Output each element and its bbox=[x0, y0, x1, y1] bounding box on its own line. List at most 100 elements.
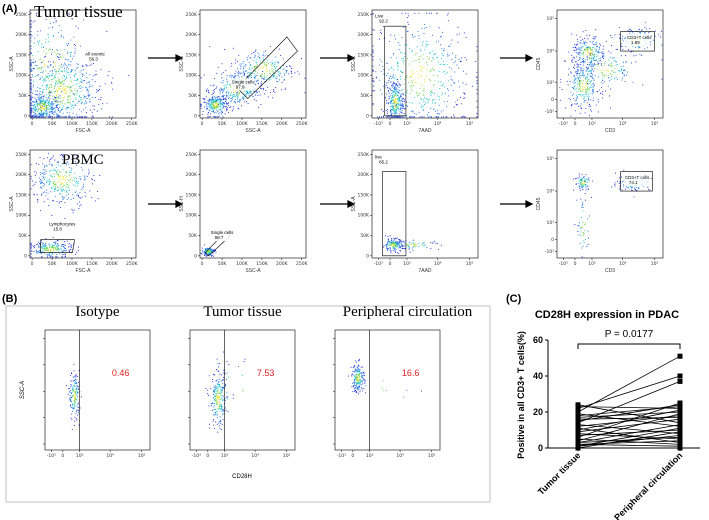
event-dot bbox=[70, 172, 72, 174]
event-dot bbox=[392, 241, 394, 243]
event-dot bbox=[418, 12, 420, 14]
event-dot bbox=[48, 108, 50, 110]
event-dot bbox=[45, 88, 48, 90]
event-dot bbox=[581, 49, 583, 51]
event-dot bbox=[76, 182, 78, 184]
event-dot bbox=[607, 69, 609, 72]
event-dot bbox=[228, 96, 230, 98]
event-dot bbox=[83, 74, 85, 76]
event-dot bbox=[614, 184, 616, 186]
event-dot bbox=[599, 57, 601, 59]
event-dot bbox=[60, 63, 62, 65]
event-dot bbox=[91, 63, 93, 65]
event-dot bbox=[229, 106, 231, 109]
event-dot bbox=[278, 71, 280, 73]
event-dot bbox=[234, 96, 236, 98]
event-dot bbox=[578, 75, 580, 77]
event-dot bbox=[210, 104, 212, 106]
event-dot bbox=[69, 181, 71, 183]
event-dot bbox=[91, 183, 94, 185]
event-dot bbox=[51, 214, 53, 217]
event-dot bbox=[47, 66, 49, 68]
event-dot bbox=[223, 106, 225, 108]
event-dot bbox=[231, 110, 234, 112]
event-dot bbox=[254, 70, 256, 72]
event-dot bbox=[58, 59, 60, 61]
event-dot bbox=[46, 87, 48, 89]
event-dot bbox=[402, 71, 404, 74]
event-dot bbox=[52, 200, 54, 202]
event-dot bbox=[400, 93, 402, 95]
event-dot bbox=[71, 70, 73, 72]
event-dot bbox=[582, 70, 584, 72]
event-dot bbox=[263, 76, 266, 78]
event-dot bbox=[263, 77, 265, 80]
event-dot bbox=[88, 81, 90, 83]
event-dot bbox=[417, 30, 419, 32]
event-dot bbox=[78, 196, 80, 199]
event-dot bbox=[433, 84, 435, 86]
event-dot bbox=[90, 101, 92, 103]
event-dot bbox=[77, 195, 79, 197]
event-dot bbox=[73, 154, 75, 156]
event-dot bbox=[587, 178, 589, 180]
y-tick-label: 0 bbox=[194, 253, 197, 259]
event-dot bbox=[393, 35, 396, 37]
event-dot bbox=[402, 100, 404, 102]
event-dot bbox=[420, 69, 422, 71]
event-dot bbox=[639, 32, 641, 34]
event-dot bbox=[591, 84, 593, 86]
event-dot bbox=[582, 203, 584, 205]
x-tick-label: 100K bbox=[236, 121, 249, 127]
event-dot bbox=[630, 187, 633, 189]
event-dot bbox=[69, 397, 71, 399]
event-dot bbox=[589, 108, 591, 110]
event-dot bbox=[52, 186, 54, 188]
event-dot bbox=[211, 409, 213, 411]
event-dot bbox=[631, 186, 633, 188]
event-dot bbox=[583, 37, 585, 39]
event-dot bbox=[86, 87, 88, 89]
event-dot bbox=[41, 256, 43, 258]
event-dot bbox=[458, 58, 460, 60]
event-dot bbox=[200, 252, 202, 254]
event-dot bbox=[570, 115, 572, 117]
event-dot bbox=[574, 103, 576, 105]
event-dot bbox=[282, 68, 284, 70]
event-dot bbox=[436, 113, 438, 115]
event-dot bbox=[460, 103, 462, 105]
event-dot bbox=[57, 77, 59, 79]
event-dot bbox=[87, 82, 89, 84]
event-dot bbox=[42, 246, 44, 248]
event-dot bbox=[54, 169, 57, 171]
event-dot bbox=[576, 39, 578, 41]
event-dot bbox=[50, 249, 52, 251]
event-dot bbox=[94, 80, 96, 83]
event-dot bbox=[81, 65, 83, 67]
event-dot bbox=[77, 403, 79, 405]
event-dot bbox=[227, 90, 229, 92]
event-dot bbox=[607, 85, 609, 87]
gate-value: 92.2 bbox=[379, 19, 388, 24]
event-dot bbox=[88, 86, 90, 88]
y-tick-label: 250K bbox=[15, 152, 28, 158]
gate-value: 74.1 bbox=[629, 180, 638, 185]
event-dot bbox=[239, 64, 241, 66]
event-dot bbox=[635, 54, 637, 56]
event-dot bbox=[422, 89, 424, 91]
event-dot bbox=[33, 111, 35, 114]
event-dot bbox=[395, 248, 397, 250]
event-dot bbox=[67, 102, 69, 104]
event-dot bbox=[112, 77, 114, 79]
event-dot bbox=[78, 116, 80, 118]
event-dot bbox=[87, 64, 89, 66]
event-dot bbox=[241, 72, 243, 74]
event-dot bbox=[450, 78, 452, 80]
event-dot bbox=[419, 56, 421, 58]
y-tick-label: 150K bbox=[185, 52, 198, 58]
event-dot bbox=[417, 73, 419, 75]
event-dot bbox=[382, 65, 384, 67]
event-dot bbox=[64, 179, 66, 181]
event-dot bbox=[250, 57, 252, 59]
